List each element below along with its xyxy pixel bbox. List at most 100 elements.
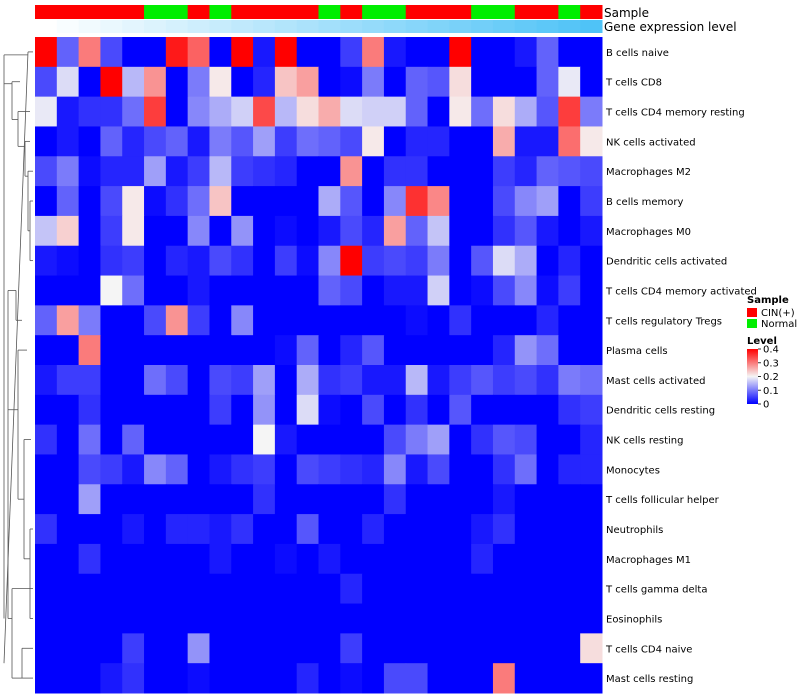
expression-cell	[514, 20, 538, 33]
heatmap-cell	[427, 365, 450, 396]
heatmap-cell	[383, 186, 407, 217]
heatmap-cell	[514, 603, 538, 634]
heatmap-cell	[78, 573, 101, 605]
heatmap-cell	[471, 245, 494, 277]
sample-cell	[536, 5, 559, 19]
heatmap-cell	[253, 37, 276, 68]
heatmap-cell	[144, 275, 167, 306]
heatmap-cell	[296, 37, 319, 68]
heatmap-cell	[492, 394, 516, 426]
heatmap-cell	[340, 514, 363, 545]
heatmap-cell	[165, 394, 189, 426]
heatmap-cell	[318, 186, 341, 217]
heatmap-cell	[580, 245, 603, 277]
heatmap-cell	[471, 156, 494, 187]
heatmap-cell	[405, 275, 429, 306]
heatmap-cell	[56, 96, 80, 127]
heatmap-cell	[35, 126, 58, 157]
heatmap-cell	[427, 245, 450, 277]
heatmap-cell	[56, 484, 80, 515]
heatmap-cell	[78, 96, 101, 127]
heatmap-cell	[427, 305, 450, 336]
heatmap-cell	[187, 335, 210, 366]
heatmap-cell	[492, 543, 516, 575]
row-label: Mast cells resting	[606, 674, 693, 685]
heatmap-cell	[405, 156, 429, 187]
heatmap-cell	[449, 484, 472, 515]
heatmap-cell	[536, 454, 559, 485]
heatmap-cell	[100, 484, 123, 515]
heatmap-cell	[514, 543, 538, 575]
heatmap-cell	[274, 156, 298, 187]
heatmap-cell	[296, 126, 319, 157]
heatmap-cell	[122, 394, 145, 426]
heatmap-cell	[318, 215, 341, 247]
heatmap-cell	[449, 215, 472, 247]
heatmap-cell	[209, 573, 232, 605]
row-label: T cells CD4 memory resting	[605, 108, 745, 119]
heatmap-cell	[580, 514, 603, 545]
heatmap-cell	[122, 186, 145, 217]
row-label: B cells memory	[606, 197, 683, 208]
heatmap-cell	[56, 66, 80, 98]
heatmap-cell	[427, 573, 450, 605]
heatmap-cell	[492, 514, 516, 545]
heatmap-cell	[274, 484, 298, 515]
heatmap-cell	[471, 335, 494, 366]
expression-cell	[209, 20, 232, 33]
legend-level-colorbar	[747, 349, 758, 404]
heatmap-cell	[405, 186, 429, 217]
heatmap-cell	[427, 663, 450, 694]
heatmap-cell	[558, 394, 581, 426]
heatmap-cell	[427, 37, 450, 68]
heatmap-cell	[558, 573, 581, 605]
heatmap-cell	[253, 573, 276, 605]
heatmap-cell	[100, 394, 123, 426]
heatmap-cell	[56, 275, 80, 306]
heatmap-cell	[35, 66, 58, 98]
heatmap-cell	[165, 424, 189, 455]
heatmap-cell	[231, 126, 254, 157]
row-label: Macrophages M2	[606, 167, 691, 178]
heatmap-cell	[253, 66, 276, 98]
heatmap-cell	[536, 305, 559, 336]
heatmap-cell	[253, 365, 276, 396]
heatmap-cell	[427, 96, 450, 127]
heatmap-cell	[274, 365, 298, 396]
heatmap-cell	[318, 66, 341, 98]
heatmap-cell	[471, 66, 494, 98]
heatmap-cell	[209, 126, 232, 157]
heatmap-cell	[536, 633, 559, 664]
heatmap-cell	[514, 663, 538, 694]
heatmap-cell	[514, 633, 538, 664]
heatmap-cell	[231, 633, 254, 664]
heatmap-cell	[383, 126, 407, 157]
heatmap-cell	[100, 37, 123, 68]
heatmap-cell	[362, 156, 385, 187]
heatmap-cell	[35, 484, 58, 515]
heatmap-cell	[144, 66, 167, 98]
heatmap-cell	[492, 573, 516, 605]
heatmap-cell	[209, 365, 232, 396]
heatmap-cell	[449, 156, 472, 187]
heatmap-cell	[536, 484, 559, 515]
heatmap-cell	[340, 424, 363, 455]
heatmap-cell	[209, 603, 232, 634]
heatmap-cell	[340, 66, 363, 98]
expression-cell	[296, 20, 319, 33]
heatmap-cell	[296, 573, 319, 605]
row-label: Dendritic cells resting	[606, 406, 715, 417]
heatmap-cell	[78, 633, 101, 664]
heatmap-cell	[536, 365, 559, 396]
heatmap-cell	[56, 37, 80, 68]
sample-cell	[318, 5, 341, 19]
heatmap-cell	[558, 543, 581, 575]
heatmap-cell	[35, 514, 58, 545]
expression-cell	[78, 20, 101, 33]
heatmap-cell	[296, 394, 319, 426]
sample-cell	[187, 5, 210, 19]
row-label: T cells CD8	[605, 78, 662, 89]
expression-cell	[231, 20, 254, 33]
heatmap-cell	[318, 514, 341, 545]
heatmap-cell	[580, 275, 603, 306]
